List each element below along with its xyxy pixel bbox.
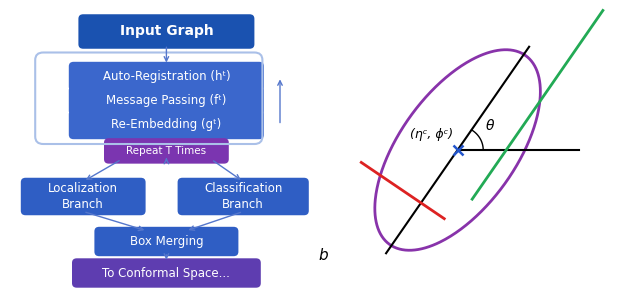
FancyBboxPatch shape	[20, 178, 146, 215]
Text: θ: θ	[485, 119, 494, 134]
Text: (ηᶜ, ϕᶜ): (ηᶜ, ϕᶜ)	[410, 128, 453, 141]
FancyBboxPatch shape	[104, 138, 229, 164]
Text: Auto-Registration (hᵗ): Auto-Registration (hᵗ)	[102, 70, 230, 83]
Text: Repeat T Times: Repeat T Times	[126, 146, 207, 156]
FancyBboxPatch shape	[69, 62, 264, 91]
Text: Box Merging: Box Merging	[129, 235, 204, 248]
Text: Input Graph: Input Graph	[120, 25, 213, 38]
Text: Re-Embedding (gᵗ): Re-Embedding (gᵗ)	[111, 118, 221, 131]
Text: b: b	[318, 248, 328, 262]
FancyBboxPatch shape	[69, 86, 264, 115]
FancyBboxPatch shape	[95, 227, 239, 256]
Text: To Conformal Space...: To Conformal Space...	[102, 266, 230, 280]
Text: Localization
Branch: Localization Branch	[48, 182, 118, 211]
FancyBboxPatch shape	[178, 178, 309, 215]
Text: Classification
Branch: Classification Branch	[204, 182, 282, 211]
FancyBboxPatch shape	[72, 258, 261, 288]
Text: Message Passing (fᵗ): Message Passing (fᵗ)	[106, 94, 227, 107]
FancyBboxPatch shape	[79, 14, 255, 49]
FancyBboxPatch shape	[69, 110, 264, 139]
